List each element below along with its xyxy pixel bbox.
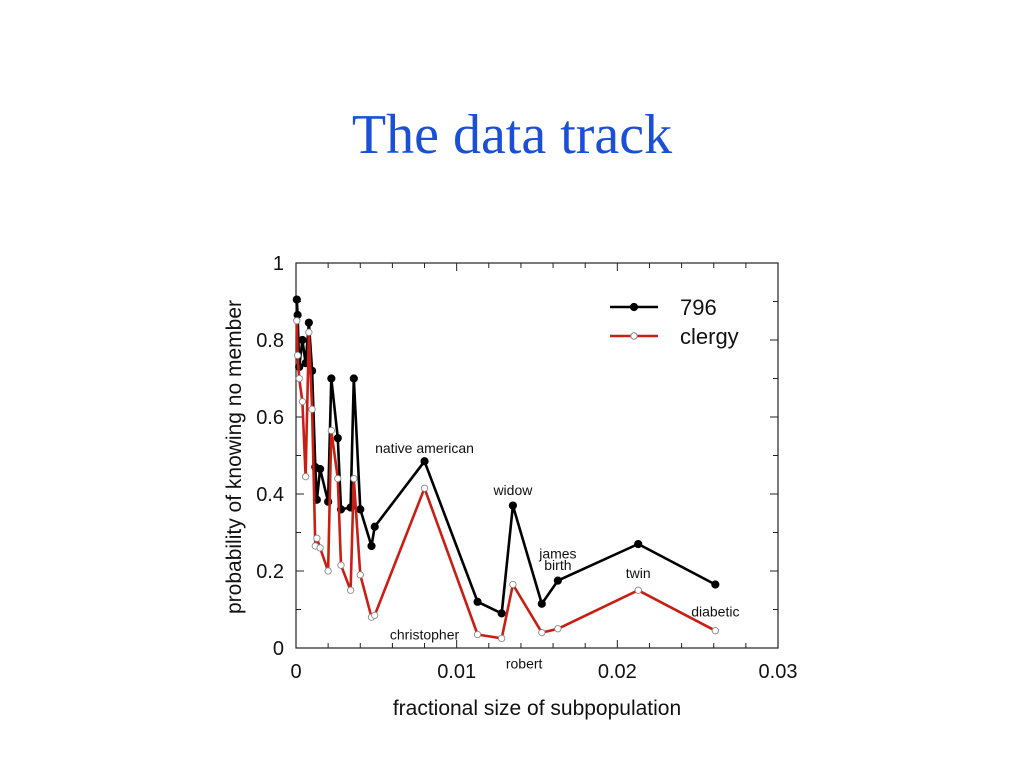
x-tick-label: 0.03 (759, 661, 798, 683)
x-tick-label: 0.01 (437, 661, 476, 683)
data-point-clergy (346, 586, 355, 594)
data-point-796 (349, 374, 358, 383)
data-point-clergy (554, 625, 562, 633)
annotation-label: christopher (390, 627, 460, 643)
annotation-label: birth (544, 557, 571, 573)
annotation-label: robert (506, 655, 543, 671)
data-point-796 (327, 374, 336, 383)
data-point-clergy (634, 586, 642, 594)
data-point-clergy (473, 630, 482, 639)
data-point-clergy (711, 627, 719, 635)
data-point-clergy (293, 351, 302, 360)
annotation-label: twin (626, 565, 651, 581)
data-point-796 (316, 464, 325, 474)
legend-label-clergy: clergy (680, 324, 739, 349)
data-point-796 (292, 295, 301, 304)
data-point-clergy (327, 426, 335, 435)
data-point-796 (304, 318, 313, 327)
data-point-796 (473, 597, 482, 606)
data-point-clergy (334, 474, 342, 483)
data-point-clergy (498, 634, 506, 643)
data-point-796 (508, 501, 518, 510)
legend-marker-clergy (630, 332, 638, 340)
data-point-796 (370, 522, 379, 531)
y-tick-label: 0.6 (256, 407, 284, 429)
data-point-796 (333, 434, 342, 443)
annotation-label: diabetic (691, 603, 739, 619)
annotation-label: widow (492, 482, 533, 498)
y-tick-label: 1 (273, 253, 284, 275)
legend-marker-796 (629, 302, 639, 312)
annotation-label: native american (375, 440, 474, 456)
data-point-clergy (350, 474, 358, 483)
data-point-clergy (538, 628, 546, 637)
plot-area: 0 0.2 0.4 0.6 0.8 1 0 0.01 0.02 0.03 native americ… (256, 253, 797, 683)
data-point-clergy (313, 534, 321, 542)
data-point-clergy (301, 473, 310, 481)
data-point-clergy (509, 580, 517, 589)
data-point-796 (634, 539, 643, 549)
x-tick-label: 0 (290, 661, 301, 683)
data-point-clergy (293, 317, 301, 325)
data-point-clergy (308, 405, 316, 413)
data-point-796 (298, 335, 307, 345)
data-point-796 (497, 609, 506, 618)
data-point-clergy (298, 397, 307, 406)
y-tick-label: 0.4 (256, 484, 284, 506)
data-point-clergy (295, 374, 303, 383)
x-axis-label: fractional size of subpopulation (393, 697, 681, 720)
data-point-clergy (316, 544, 324, 552)
data-point-796 (537, 599, 546, 608)
y-tick-label: 0.2 (256, 561, 284, 583)
y-tick-label: 0 (273, 638, 284, 660)
data-point-clergy (356, 571, 364, 579)
data-point-clergy (305, 328, 313, 336)
data-point-clergy (371, 611, 379, 619)
data-point-clergy (420, 484, 429, 492)
data-point-clergy (324, 567, 332, 575)
data-point-796 (420, 457, 429, 466)
annotation-label: james (538, 546, 576, 562)
legend-label-796: 796 (680, 295, 717, 320)
data-point-clergy (337, 561, 345, 569)
data-point-796 (553, 576, 562, 585)
x-tick-label: 0.02 (598, 661, 637, 683)
y-tick-label: 0.8 (256, 330, 284, 352)
slide-title: The data track (351, 104, 673, 166)
y-axis-label: probability of knowing no member (223, 300, 246, 614)
data-point-796 (367, 541, 376, 551)
data-point-796 (356, 505, 365, 514)
data-point-796 (711, 580, 720, 589)
